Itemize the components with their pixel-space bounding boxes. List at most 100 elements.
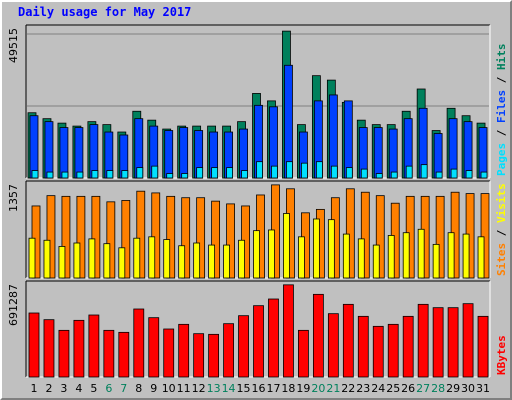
legend-part: /	[495, 223, 508, 243]
bar-pages-day-2	[46, 171, 54, 179]
legend-part: Hits	[495, 44, 508, 71]
chart-title: Daily usage for May 2017	[18, 5, 192, 19]
bar-visits-day-3	[58, 246, 66, 279]
bar-kbytes-day-12	[193, 333, 205, 378]
bar-pages-day-8	[136, 167, 144, 179]
bar-sites-day-28	[435, 195, 445, 279]
x-tick-label-29: 29	[446, 382, 460, 395]
legend-part: /	[495, 70, 508, 90]
bar-kbytes-day-14	[223, 323, 234, 378]
y-axis-max-label: 691287	[7, 284, 20, 326]
bar-visits-day-26	[402, 232, 410, 279]
bar-pages-day-18	[286, 161, 293, 179]
bar-visits-day-2	[43, 239, 51, 279]
bar-sites-day-22	[345, 188, 355, 279]
bar-kbytes-day-4	[73, 319, 85, 378]
bar-visits-day-21	[327, 219, 335, 279]
bar-pages-day-26	[405, 165, 413, 179]
bar-kbytes-day-16	[253, 305, 264, 378]
bar-pages-day-15	[241, 170, 248, 179]
bar-sites-day-31	[480, 193, 490, 279]
x-tick-label-21: 21	[326, 382, 340, 395]
bar-sites-day-24	[375, 195, 385, 279]
bar-visits-day-16	[253, 230, 260, 279]
bar-visits-day-14	[223, 244, 230, 279]
x-tick-label-11: 11	[177, 382, 191, 395]
bar-visits-day-31	[477, 236, 485, 279]
bar-pages-day-21	[330, 165, 338, 179]
legend-part: /	[495, 123, 508, 143]
bar-pages-day-27	[420, 164, 428, 179]
legend-part: Files	[495, 90, 508, 123]
legend-part: Visits	[495, 183, 508, 223]
bar-visits-day-10	[163, 239, 171, 279]
x-tick-label-12: 12	[192, 382, 206, 395]
bar-files-day-1	[29, 115, 39, 179]
bar-pages-day-30	[465, 170, 473, 179]
x-tick-label-2: 2	[45, 382, 52, 395]
bar-files-day-11	[179, 127, 189, 179]
bar-kbytes-day-17	[268, 298, 279, 378]
bar-pages-day-6	[106, 170, 114, 179]
x-tick-label-5: 5	[90, 382, 97, 395]
bar-kbytes-day-13	[208, 333, 220, 378]
bar-pages-day-31	[480, 171, 488, 179]
legend-mid: Sites / Visits	[495, 183, 508, 276]
bar-visits-day-19	[298, 236, 305, 279]
x-tick-label-6: 6	[105, 382, 112, 395]
bar-kbytes-day-5	[88, 314, 100, 378]
bar-visits-day-29	[447, 232, 455, 279]
bar-visits-day-4	[73, 242, 81, 279]
bar-pages-day-10	[166, 173, 174, 179]
bar-visits-day-13	[208, 244, 216, 279]
bar-sites-day-13	[211, 200, 221, 279]
bar-pages-day-13	[211, 167, 219, 179]
legend-part: Sites	[495, 243, 508, 276]
bar-visits-day-1	[28, 237, 36, 279]
x-tick-label-9: 9	[150, 382, 157, 395]
bar-sites-day-2	[46, 195, 56, 279]
x-tick-label-18: 18	[281, 382, 295, 395]
bar-sites-day-12	[196, 197, 206, 279]
x-tick-label-27: 27	[416, 382, 430, 395]
x-tick-label-28: 28	[431, 382, 445, 395]
bar-visits-day-9	[148, 236, 156, 279]
bar-sites-day-10	[166, 195, 176, 279]
bar-kbytes-day-6	[103, 329, 115, 378]
bar-kbytes-day-30	[462, 303, 474, 378]
bar-sites-day-7	[121, 200, 131, 279]
x-tick-label-20: 20	[311, 382, 325, 395]
bar-visits-day-6	[103, 243, 111, 279]
bar-pages-day-29	[450, 168, 458, 179]
legend-bottom: KBytes	[495, 335, 508, 375]
bar-files-day-4	[74, 127, 84, 179]
x-tick-label-8: 8	[135, 382, 142, 395]
bar-visits-day-22	[342, 233, 350, 279]
bar-kbytes-day-25	[387, 323, 399, 378]
bar-pages-day-22	[345, 167, 353, 179]
bar-pages-day-9	[151, 165, 159, 179]
bar-visits-day-27	[417, 228, 425, 279]
bar-files-day-30	[463, 121, 473, 179]
bar-files-day-3	[59, 127, 69, 179]
bar-kbytes-day-7	[118, 331, 130, 378]
bar-visits-day-15	[238, 239, 245, 279]
bar-pages-day-23	[360, 168, 368, 179]
x-tick-label-10: 10	[162, 382, 176, 395]
bar-visits-day-28	[432, 243, 440, 279]
bar-pages-day-12	[196, 167, 204, 179]
bar-kbytes-day-31	[477, 315, 489, 378]
bar-pages-day-14	[226, 167, 233, 179]
bar-pages-day-5	[91, 170, 99, 179]
bar-visits-day-7	[118, 247, 126, 279]
x-tick-label-19: 19	[296, 382, 310, 395]
bar-sites-day-9	[151, 192, 161, 279]
bar-kbytes-day-1	[28, 312, 40, 378]
x-tick-label-30: 30	[461, 382, 475, 395]
bar-sites-day-11	[181, 197, 191, 279]
bar-kbytes-day-10	[163, 328, 175, 378]
bar-sites-day-3	[61, 195, 71, 279]
bar-pages-day-3	[61, 171, 69, 179]
bar-visits-day-12	[193, 242, 201, 279]
